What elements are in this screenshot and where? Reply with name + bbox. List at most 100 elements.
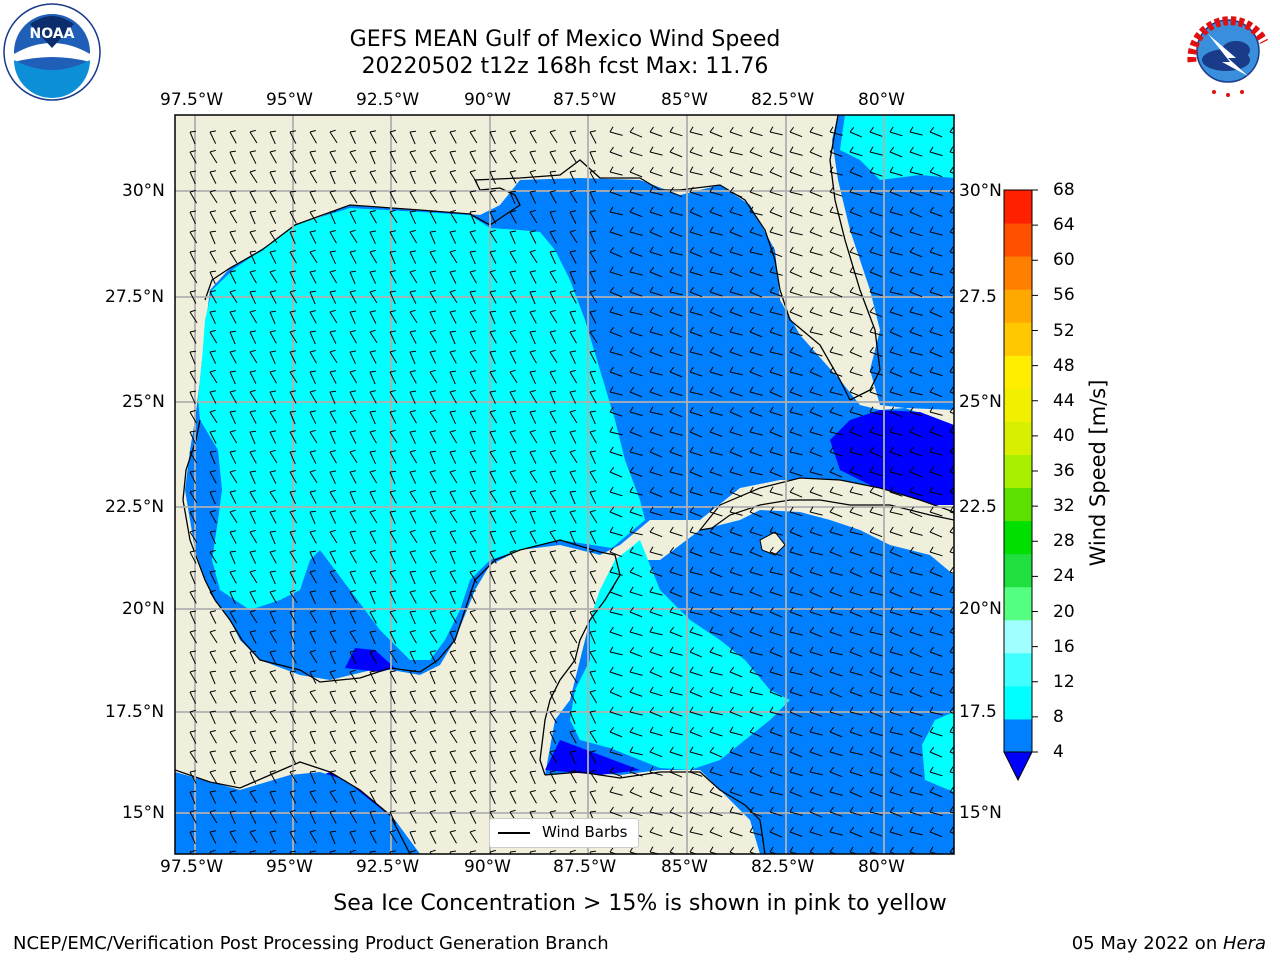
- wind-barb: [269, 470, 277, 484]
- colorbar-segment: [1004, 520, 1032, 555]
- wind-barb: [449, 490, 457, 504]
- wind-barb: [669, 346, 683, 357]
- wind-barb: [669, 806, 683, 818]
- wind-barb: [429, 570, 437, 584]
- wind-barb: [729, 326, 743, 336]
- wind-barb: [289, 650, 297, 664]
- wind-barb: [369, 450, 376, 465]
- wind-barb: [309, 790, 317, 804]
- wind-barb: [209, 369, 218, 384]
- wind-barb: [529, 410, 537, 424]
- wind-barb: [529, 130, 537, 144]
- wind-barb: [469, 529, 478, 544]
- wind-barb: [409, 770, 417, 784]
- wind-barb: [229, 429, 238, 444]
- wind-barb: [949, 506, 954, 514]
- wind-barb: [769, 226, 783, 237]
- wind-barb: [629, 506, 643, 517]
- wind-barb: [509, 149, 518, 164]
- wind-barb: [529, 609, 538, 624]
- wind-barb: [749, 226, 763, 237]
- wind-barb: [529, 450, 537, 464]
- wind-barb: [669, 326, 683, 338]
- credit-text: NCEP/EMC/Verification Post Processing Pr…: [13, 933, 609, 954]
- wind-barb: [269, 510, 277, 524]
- wind-barb: [569, 449, 578, 464]
- wind-barb: [229, 710, 237, 724]
- wind-barb: [189, 229, 198, 244]
- wind-barb: [589, 750, 597, 764]
- wind-barb: [229, 530, 237, 544]
- wind-barb: [269, 269, 278, 284]
- wind-barb: [409, 630, 417, 644]
- wind-barb: [689, 226, 703, 237]
- wind-barb: [429, 390, 437, 404]
- wind-barb: [889, 726, 903, 736]
- wind-barb: [669, 126, 683, 137]
- wind-barb: [749, 766, 763, 778]
- wind-barb: [489, 690, 497, 704]
- wind-barb: [509, 190, 516, 205]
- wind-barb: [229, 570, 237, 584]
- wind-barb: [529, 330, 536, 345]
- wind-barb: [609, 166, 623, 176]
- wind-barb: [569, 330, 577, 344]
- wind-barb: [289, 390, 297, 404]
- wind-barb: [489, 709, 498, 724]
- wind-barb: [429, 290, 437, 304]
- wind-barb: [829, 306, 843, 317]
- wind-barb: [409, 190, 417, 204]
- wind-barb: [249, 490, 257, 504]
- wind-barb: [609, 226, 623, 237]
- wind-barb: [209, 510, 217, 524]
- wind-barb: [809, 226, 823, 238]
- wind-barb: [729, 546, 743, 556]
- wind-barb: [369, 329, 378, 344]
- wind-barb: [729, 566, 743, 577]
- wind-barb: [469, 490, 477, 504]
- wind-barb: [849, 346, 863, 358]
- wind-barb: [369, 190, 376, 205]
- wind-barb: [709, 646, 723, 657]
- wind-barb: [229, 410, 236, 425]
- wind-barb: [229, 190, 236, 205]
- wind-barb: [869, 326, 883, 336]
- wind-barb: [249, 690, 256, 705]
- wind-barb: [449, 570, 457, 584]
- wind-barb: [449, 649, 458, 664]
- wind-barb: [889, 446, 903, 457]
- wind-barb: [949, 626, 954, 635]
- wind-barb: [589, 130, 597, 144]
- wind-barb: [869, 146, 883, 156]
- coastlines: [175, 115, 881, 854]
- wind-barb: [669, 366, 683, 378]
- wind-barb: [229, 689, 238, 704]
- wind-barb: [269, 650, 277, 664]
- lat-tick-left: 17.5°N: [105, 702, 165, 722]
- wind-barb: [729, 806, 743, 816]
- wind-barb: [429, 830, 437, 844]
- wind-barb: [689, 706, 703, 717]
- wind-barb: [769, 206, 783, 218]
- wind-barb: [749, 246, 763, 256]
- wind-barb: [369, 370, 376, 385]
- wind-barb: [229, 649, 238, 664]
- wind-barb: [929, 386, 943, 398]
- atlantic-ocean-mid: [832, 115, 954, 410]
- wind-barb: [429, 650, 437, 664]
- wind-barb: [289, 430, 297, 444]
- wind-barb: [329, 590, 337, 604]
- wind-barb: [709, 726, 723, 737]
- wind-barb: [549, 650, 556, 665]
- wind-barb: [809, 626, 823, 638]
- svg-text:NOAA: NOAA: [30, 26, 75, 42]
- wind-barb: [489, 790, 496, 805]
- wind-barb: [589, 729, 598, 744]
- wind-barb: [809, 246, 823, 256]
- wind-barb: [829, 426, 843, 436]
- wind-barb: [709, 446, 723, 456]
- wind-barb: [829, 826, 843, 836]
- wind-barb: [289, 250, 297, 264]
- wind-barb: [529, 750, 537, 764]
- lon-tick-top: 92.5°W: [356, 90, 420, 110]
